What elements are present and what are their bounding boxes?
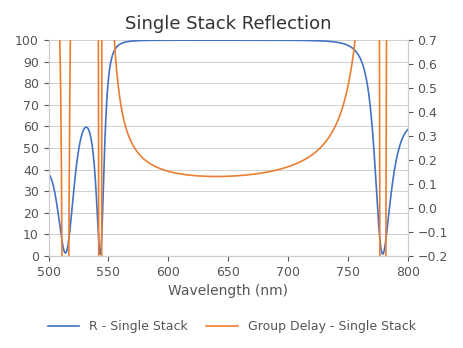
- R - Single Stack: [405, 127, 411, 132]
- R - Single Stack: [213, 38, 219, 42]
- X-axis label: Wavelength (nm): Wavelength (nm): [168, 284, 288, 298]
- Legend: R - Single Stack, Group Delay - Single Stack: R - Single Stack, Group Delay - Single S…: [43, 315, 420, 338]
- R - Single Stack: [46, 172, 51, 176]
- Group Delay - Single Stack: [199, 174, 205, 178]
- Line: Group Delay - Single Stack: Group Delay - Single Stack: [49, 0, 408, 348]
- Line: R - Single Stack: R - Single Stack: [49, 40, 408, 254]
- R - Single Stack: [108, 59, 114, 63]
- R - Single Stack: [97, 252, 103, 256]
- Group Delay - Single Stack: [184, 173, 189, 177]
- Title: Single Stack Reflection: Single Stack Reflection: [125, 15, 332, 33]
- R - Single Stack: [184, 38, 189, 42]
- Group Delay - Single Stack: [46, 10, 51, 14]
- R - Single Stack: [87, 130, 92, 134]
- R - Single Stack: [398, 140, 404, 144]
- R - Single Stack: [360, 62, 365, 66]
- R - Single Stack: [199, 38, 205, 42]
